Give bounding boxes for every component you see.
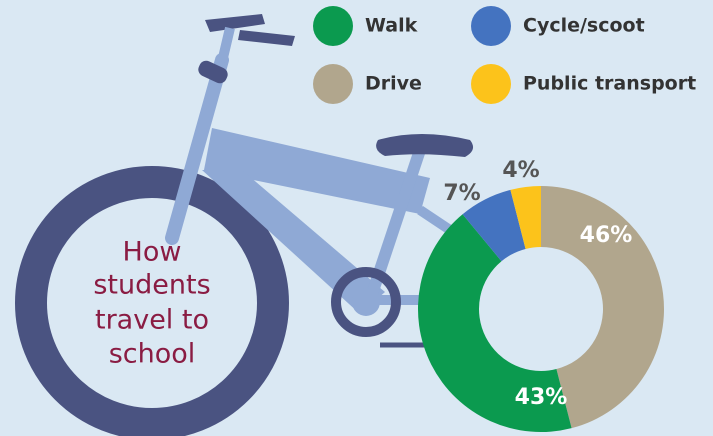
title-line: How xyxy=(123,237,182,268)
value-label: 4% xyxy=(502,158,539,183)
legend-label: Cycle/scoot xyxy=(523,15,645,37)
legend-label: Public transport xyxy=(523,73,696,95)
legend-swatch xyxy=(313,6,353,46)
legend-swatch xyxy=(471,6,511,46)
value-label: 7% xyxy=(443,181,480,206)
page: How students travel to school 46% 43% 7% 4%… xyxy=(0,0,713,436)
value-label: 43% xyxy=(515,385,568,410)
crank xyxy=(352,288,380,316)
title-line: travel to xyxy=(95,305,209,336)
title-line: students xyxy=(93,270,210,301)
value-label: 46% xyxy=(580,223,633,248)
chart: How students travel to school 46% 43% 7% 4%… xyxy=(0,0,713,436)
legend-label: Drive xyxy=(365,73,422,95)
title-line: school xyxy=(109,339,196,370)
legend-swatch xyxy=(471,64,511,104)
legend-swatch xyxy=(313,64,353,104)
legend-label: Walk xyxy=(365,15,418,37)
